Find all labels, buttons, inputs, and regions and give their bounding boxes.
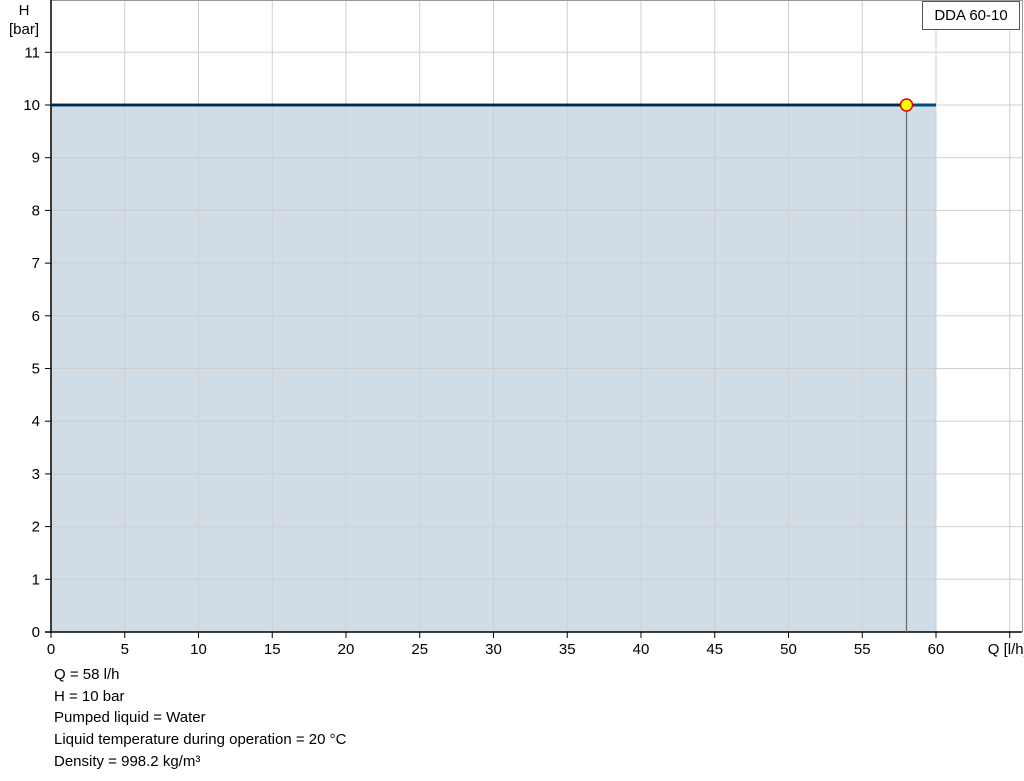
- y-tick-label: 7: [32, 255, 40, 272]
- y-tick-label: 0: [32, 624, 40, 641]
- y-tick-label: 4: [32, 413, 40, 430]
- x-tick-label: 20: [338, 641, 355, 658]
- x-tick-label: 30: [485, 641, 502, 658]
- x-tick-label: 15: [264, 641, 281, 658]
- y-axis-label: H: [19, 2, 30, 19]
- x-tick-label: 40: [633, 641, 650, 658]
- x-tick-label: 0: [47, 641, 55, 658]
- info-temperature: Liquid temperature during operation = 20…: [54, 731, 347, 749]
- y-tick-label: 2: [32, 519, 40, 536]
- legend-pump-model: DDA 60-10: [922, 1, 1020, 30]
- info-flow: Q = 58 l/h: [54, 666, 120, 683]
- x-tick-label: 55: [854, 641, 871, 658]
- y-axis-unit: [bar]: [9, 21, 39, 38]
- y-tick-label: 9: [32, 150, 40, 167]
- info-density: Density = 998.2 kg/m³: [54, 752, 201, 770]
- y-tick-label: 8: [32, 202, 40, 219]
- x-tick-label: 60: [928, 641, 945, 658]
- y-tick-label: 1: [32, 571, 40, 588]
- x-tick-label: 45: [706, 641, 723, 658]
- x-tick-label: 35: [559, 641, 576, 658]
- info-head: H = 10 bar: [54, 687, 125, 705]
- operating-point-marker: [899, 98, 914, 112]
- y-tick-label: 11: [24, 44, 40, 61]
- x-tick-label: 25: [411, 641, 428, 658]
- x-tick-label: 50: [780, 641, 797, 658]
- x-tick-label: 10: [190, 641, 207, 658]
- y-tick-label: 10: [23, 97, 40, 114]
- x-tick-label: 5: [121, 641, 129, 658]
- y-tick-label: 5: [32, 361, 40, 378]
- operating-point-info: Q = 58 l/h H = 10 bar Pumped liquid = Wa…: [54, 664, 346, 773]
- y-tick-label: 3: [32, 466, 40, 483]
- y-tick-label: 6: [32, 308, 40, 325]
- info-liquid: Pumped liquid = Water: [54, 709, 206, 727]
- x-axis-label: Q [l/h]: [988, 641, 1024, 658]
